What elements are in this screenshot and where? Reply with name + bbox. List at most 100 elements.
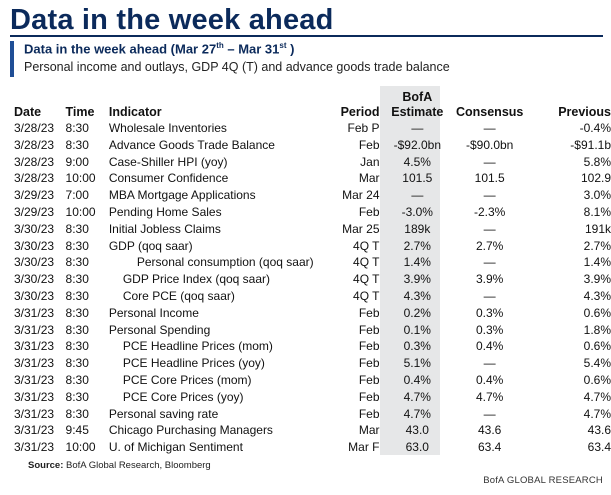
cell-indicator: MBA Mortgage Applications [108,188,256,203]
table-row: 3/31/23 8:30 PCE Headline Prices (yoy) Feb 5… [14,355,611,372]
cell-time: 8:30 [65,288,89,303]
cell-previous: 43.6 [587,423,611,438]
col-header-date: Date [14,105,42,119]
cell-date: 3/28/23 [14,154,55,169]
cell-previous: 4.7% [583,406,611,421]
cell-consensus: -2.3% [474,204,506,219]
cell-estimate: 101.5 [402,171,433,186]
cell-consensus: 4.7% [476,389,504,404]
cell-period: Feb [358,372,380,387]
cell-date: 3/28/23 [14,121,55,135]
cell-period: Jan [360,154,380,169]
cell-previous: -$91.1b [570,137,611,152]
col-header-estimate-line2: Estimate [391,105,444,119]
cell-period: 4Q T [353,255,380,270]
cell-indicator: Personal saving rate [108,406,219,421]
table-row: 3/28/23 10:00 Consumer Confidence Mar 101.5 1… [14,170,611,187]
cell-time: 10:00 [65,204,96,219]
table-row: 3/30/23 8:30 GDP Price Index (qoq saar) 4Q … [14,271,611,288]
cell-date: 3/31/23 [14,389,55,404]
cell-indicator: Core PCE (qoq saar) [122,288,235,303]
cell-period: Feb [358,356,380,371]
cell-consensus: — [483,121,496,135]
cell-consensus: 2.7% [476,238,504,253]
cell-previous: -0.4% [579,121,611,135]
cell-previous: 102.9 [580,171,611,186]
cell-time: 8:30 [65,221,89,236]
subheader-title-mid: – Mar 31 [223,41,280,57]
cell-period: 4Q T [353,238,380,253]
cell-period: 4Q T [353,288,380,303]
brand-footer: BofA GLOBAL RESEARCH [483,475,603,486]
cell-consensus: — [483,406,496,421]
col-header-indicator: Indicator [108,105,162,119]
cell-indicator: Case-Shiller HPI (yoy) [108,154,228,169]
cell-consensus: — [483,255,496,270]
cell-estimate: 3.9% [403,272,431,287]
page-title: Data in the week ahead [10,4,334,36]
cell-period: Feb [358,339,380,354]
cell-consensus: 63.4 [478,440,502,455]
table-row: 3/30/23 8:30 Personal consumption (qoq saa… [14,254,611,271]
cell-time: 8:30 [65,322,89,337]
cell-date: 3/29/23 [14,188,55,203]
cell-previous: 1.4% [583,255,611,270]
cell-estimate: 0.1% [403,322,431,337]
cell-consensus: — [483,154,496,169]
cell-estimate: 4.5% [403,154,431,169]
cell-time: 8:30 [65,137,89,152]
cell-indicator: Advance Goods Trade Balance [108,137,275,152]
table-row: 3/30/23 8:30 Initial Jobless Claims Mar 25 1… [14,221,611,238]
cell-previous: 191k [584,221,611,236]
cell-indicator: PCE Core Prices (yoy) [122,389,244,404]
cell-date: 3/30/23 [14,221,55,236]
table-row: 3/28/23 8:30 Wholesale Inventories Feb P — — -… [14,120,611,137]
cell-period: Feb [358,389,380,404]
cell-consensus: 0.3% [476,322,504,337]
cell-consensus: — [483,188,496,203]
cell-indicator: PCE Core Prices (mom) [122,372,252,387]
cell-date: 3/31/23 [14,339,55,354]
subheader-title: Data in the week ahead (Mar 27th – Mar 3… [24,41,294,56]
subheader-sup-1: th [216,41,224,50]
cell-indicator: Pending Home Sales [108,204,222,219]
col-header-consensus: Consensus [455,105,524,119]
cell-date: 3/28/23 [14,137,55,152]
cell-time: 8:30 [65,305,89,320]
cell-indicator: Initial Jobless Claims [108,221,221,236]
cell-period: 4Q T [353,272,380,287]
cell-indicator: Personal Income [108,305,199,320]
table-row: 3/28/23 8:30 Advance Goods Trade Balance Fe… [14,137,611,154]
cell-consensus: 101.5 [474,171,505,186]
cell-period: Mar [358,423,380,438]
cell-date: 3/28/23 [14,171,55,186]
cell-estimate: — [411,188,424,203]
cell-date: 3/31/23 [14,305,55,320]
cell-date: 3/31/23 [14,372,55,387]
cell-period: Feb [358,204,380,219]
cell-time: 8:30 [65,255,89,270]
cell-date: 3/31/23 [14,423,55,438]
col-header-previous: Previous [558,105,611,119]
table-row: 3/31/23 9:45 Chicago Purchasing Managers Ma… [14,422,611,439]
cell-indicator: PCE Headline Prices (yoy) [122,356,265,371]
cell-indicator: GDP Price Index (qoq saar) [122,272,271,287]
cell-time: 8:30 [65,406,89,421]
cell-indicator: GDP (qoq saar) [108,238,193,253]
cell-period: Mar 24 [342,188,380,203]
cell-previous: 4.3% [583,288,611,303]
cell-previous: 63.4 [587,440,611,455]
cell-indicator: Chicago Purchasing Managers [108,423,273,438]
table-row: 3/31/23 8:30 Personal Spending Feb 0.1% 0.3% 1… [14,322,611,339]
source-note: Source: BofA Global Research, Bloomberg [28,460,211,471]
cell-time: 8:30 [65,121,89,135]
cell-consensus: 3.9% [476,272,504,287]
cell-estimate: 63.0 [405,440,429,455]
table-body: 3/28/23 8:30 Wholesale Inventories Feb P — — -… [14,120,611,456]
cell-period: Mar F [348,440,380,455]
cell-estimate: 1.4% [403,255,431,270]
cell-period: Feb [358,406,380,421]
cell-previous: 4.7% [583,389,611,404]
cell-time: 8:30 [65,272,89,287]
subheader-description: Personal income and outlays, GDP 4Q (T) … [24,60,450,74]
